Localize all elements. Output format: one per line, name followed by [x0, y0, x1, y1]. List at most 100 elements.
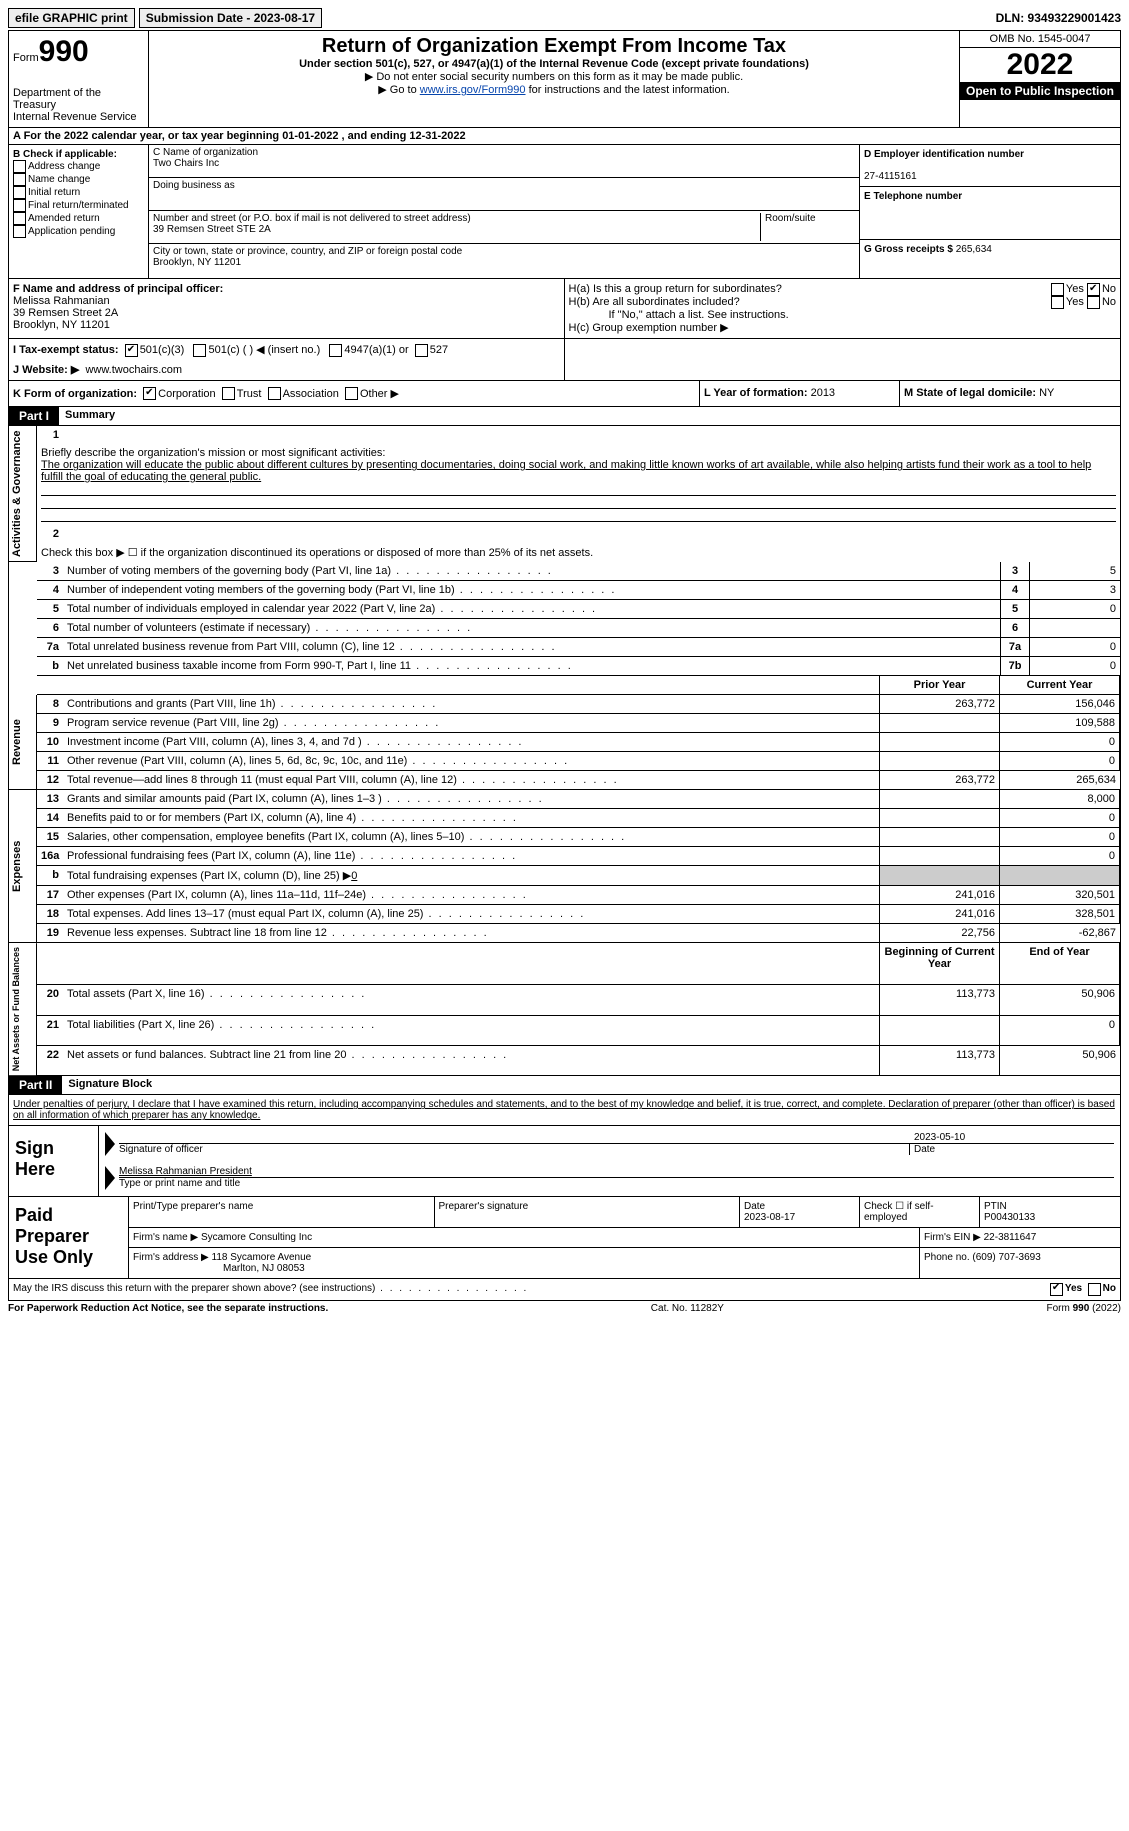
top-bar: efile GRAPHIC print Submission Date - 20… [8, 8, 1121, 28]
vtab-revenue: Revenue [9, 695, 37, 790]
vtab-governance: Activities & Governance [9, 426, 37, 562]
officer-name: Melissa Rahmanian [13, 295, 110, 307]
d-ein-label: D Employer identification number [864, 149, 1024, 160]
sig-officer-label: Signature of officer [119, 1144, 909, 1155]
firm-addr1: 118 Sycamore Avenue [212, 1252, 312, 1263]
arrow-icon [105, 1166, 115, 1190]
form-page-label: Form 990 (2022) [1047, 1303, 1121, 1314]
firm-name: Sycamore Consulting Inc [201, 1232, 312, 1243]
cb-ha-no[interactable] [1087, 283, 1100, 296]
dept-treasury: Department of the Treasury [13, 87, 144, 111]
col-prior-year: Prior Year [880, 676, 1000, 695]
part-ii-header: Part II Signature Block [8, 1076, 1121, 1095]
firm-phone: (609) 707-3693 [972, 1252, 1040, 1263]
cb-corp[interactable] [143, 387, 156, 400]
page-footer: For Paperwork Reduction Act Notice, see … [8, 1301, 1121, 1314]
paid-preparer-label: Paid Preparer Use Only [9, 1197, 129, 1278]
cb-final-return[interactable] [13, 199, 26, 212]
cb-name-change[interactable] [13, 173, 26, 186]
firm-ein: 22-3811647 [984, 1232, 1037, 1243]
netassets-table: Net Assets or Fund Balances Beginning of… [8, 943, 1121, 1076]
officer-addr2: Brooklyn, NY 11201 [13, 319, 110, 331]
open-public-badge: Open to Public Inspection [960, 82, 1120, 100]
type-name-label: Type or print name and title [119, 1177, 1114, 1189]
cb-trust[interactable] [222, 387, 235, 400]
cb-527[interactable] [415, 344, 428, 357]
line1-label: Briefly describe the organization's miss… [41, 447, 385, 459]
tax-year: 2022 [1007, 48, 1074, 81]
org-address: 39 Remsen Street STE 2A [153, 224, 271, 235]
room-suite-label: Room/suite [760, 213, 855, 241]
prep-date: 2023-08-17 [744, 1212, 795, 1223]
penalties-text: Under penalties of perjury, I declare th… [8, 1095, 1121, 1126]
form-number: 990 [39, 35, 89, 68]
officer-addr1: 39 Remsen Street 2A [13, 307, 118, 319]
i-label: I Tax-exempt status: [13, 344, 119, 356]
g-receipts-label: G Gross receipts $ [864, 244, 953, 255]
expenses-table: Expenses 13 Grants and similar amounts p… [8, 790, 1121, 943]
cb-501c3[interactable] [125, 344, 138, 357]
ptin: P00430133 [984, 1212, 1035, 1223]
cb-discuss-no[interactable] [1088, 1283, 1101, 1296]
cat-no: Cat. No. 11282Y [328, 1303, 1046, 1314]
cb-501c[interactable] [193, 344, 206, 357]
sign-here-label: Sign Here [9, 1126, 99, 1196]
cb-4947[interactable] [329, 344, 342, 357]
summary-table: Activities & Governance 1 Briefly descri… [8, 426, 1121, 790]
ha-label: H(a) Is this a group return for subordin… [569, 283, 1051, 296]
k-label: K Form of organization: [13, 388, 137, 400]
b-label: B Check if applicable: [13, 149, 117, 160]
l-label: L Year of formation: [704, 387, 808, 399]
cb-address-change[interactable] [13, 160, 26, 173]
sign-here-block: Sign Here 2023-05-10 Signature of office… [8, 1126, 1121, 1197]
e-phone-label: E Telephone number [864, 191, 962, 202]
dln: DLN: 93493229001423 [996, 11, 1121, 25]
efile-button[interactable]: efile GRAPHIC print [8, 8, 135, 28]
paperwork-notice: For Paperwork Reduction Act Notice, see … [8, 1303, 328, 1314]
date-label: Date [909, 1144, 1114, 1155]
cb-initial-return[interactable] [13, 186, 26, 199]
cb-hb-no[interactable] [1087, 296, 1100, 309]
cb-ha-yes[interactable] [1051, 283, 1064, 296]
vtab-netassets: Net Assets or Fund Balances [9, 943, 37, 1076]
hb-note: If "No," attach a list. See instructions… [569, 309, 1117, 321]
mission-text: The organization will educate the public… [41, 459, 1091, 483]
state-domicile: NY [1039, 387, 1054, 399]
hb-label: H(b) Are all subordinates included? [569, 296, 1051, 309]
cb-app-pending[interactable] [13, 225, 26, 238]
gross-receipts: 265,634 [956, 244, 992, 255]
form-title: Return of Organization Exempt From Incom… [153, 35, 955, 58]
org-name: Two Chairs Inc [153, 158, 219, 169]
cb-hb-yes[interactable] [1051, 296, 1064, 309]
cb-other[interactable] [345, 387, 358, 400]
col-beginning: Beginning of Current Year [880, 943, 1000, 985]
city-label: City or town, state or province, country… [153, 246, 462, 257]
cb-discuss-yes[interactable] [1050, 1283, 1063, 1296]
officer-printed-name: Melissa Rahmanian President [119, 1166, 1114, 1177]
cb-assoc[interactable] [268, 387, 281, 400]
vtab-expenses: Expenses [9, 790, 37, 943]
prep-self-employed: Check ☐ if self-employed [860, 1197, 980, 1227]
irs-label: Internal Revenue Service [13, 111, 144, 123]
c-name-label: C Name of organization [153, 147, 258, 158]
irs-link[interactable]: www.irs.gov/Form990 [420, 84, 526, 96]
form-header: Form990 Department of the Treasury Inter… [8, 30, 1121, 128]
prep-sig-label: Preparer's signature [435, 1197, 741, 1227]
col-end: End of Year [1000, 943, 1120, 985]
website-value: www.twochairs.com [85, 364, 182, 376]
submission-date: Submission Date - 2023-08-17 [139, 8, 322, 28]
ein-value: 27-4115161 [864, 171, 917, 182]
org-city: Brooklyn, NY 11201 [153, 257, 241, 268]
cb-amended[interactable] [13, 212, 26, 225]
line2-text: Check this box ▶ ☐ if the organization d… [37, 543, 1120, 562]
year-formation: 2013 [811, 387, 835, 399]
omb-number: OMB No. 1545-0047 [960, 31, 1120, 48]
form-note-ssn: ▶ Do not enter social security numbers o… [153, 70, 955, 83]
paid-preparer-block: Paid Preparer Use Only Print/Type prepar… [8, 1197, 1121, 1279]
form-link-row: ▶ Go to www.irs.gov/Form990 for instruct… [153, 83, 955, 96]
col-current-year: Current Year [1000, 676, 1120, 695]
row-a-tax-year: A For the 2022 calendar year, or tax yea… [8, 128, 1121, 145]
discuss-label: May the IRS discuss this return with the… [13, 1283, 1050, 1296]
j-label: J Website: ▶ [13, 364, 79, 376]
f-officer-label: F Name and address of principal officer: [13, 283, 223, 295]
